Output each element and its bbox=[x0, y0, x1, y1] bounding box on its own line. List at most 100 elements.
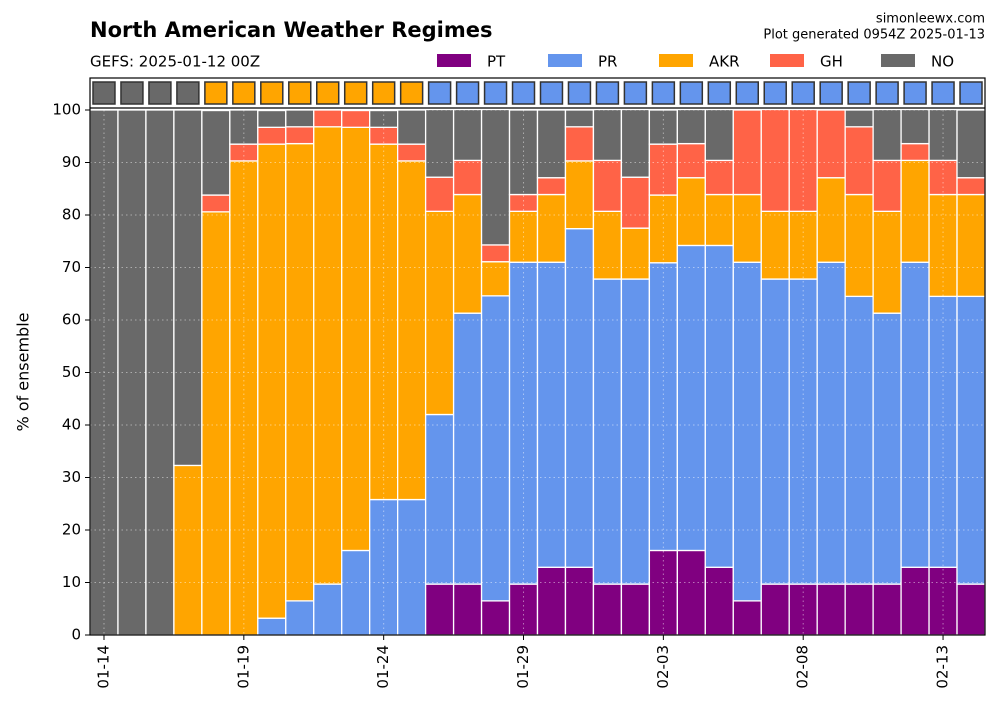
bar-segment bbox=[620, 583, 651, 636]
regime-square bbox=[427, 81, 452, 105]
legend-swatch bbox=[881, 54, 915, 67]
bar-segment bbox=[704, 108, 734, 162]
regime-square bbox=[735, 81, 759, 105]
regime-square bbox=[260, 81, 284, 105]
bar-segment bbox=[620, 278, 651, 585]
bar-segment bbox=[676, 142, 706, 179]
bar-segment bbox=[564, 227, 595, 568]
y-tick-label: 20 bbox=[62, 521, 81, 539]
bar-segment bbox=[452, 312, 483, 585]
bar-segment bbox=[844, 295, 874, 585]
bar-segment bbox=[341, 126, 371, 552]
y-tick-label: 50 bbox=[62, 363, 81, 381]
regime-square bbox=[288, 81, 312, 105]
bar-segment bbox=[676, 549, 706, 636]
x-tick-label: 01-19 bbox=[234, 645, 252, 689]
bar-segment bbox=[257, 109, 287, 128]
bar-segment bbox=[480, 295, 511, 602]
bar-segment bbox=[508, 210, 539, 263]
bar-segment bbox=[508, 261, 539, 585]
bar-segment bbox=[760, 210, 790, 280]
legend-label: AKR bbox=[709, 53, 740, 71]
bar-segment bbox=[480, 108, 511, 246]
regime-square bbox=[875, 81, 899, 105]
bar-segment bbox=[424, 413, 455, 585]
bar-segment bbox=[872, 108, 902, 162]
bar-segment bbox=[173, 464, 203, 636]
bar-segment bbox=[788, 108, 818, 212]
bar-segment bbox=[564, 160, 595, 230]
bar-segment bbox=[760, 278, 790, 585]
bar-segment bbox=[397, 160, 427, 501]
bar-segment bbox=[592, 159, 623, 212]
bar-segment bbox=[508, 193, 539, 212]
bar-segment bbox=[508, 109, 539, 196]
bar-segment bbox=[816, 177, 846, 263]
bar-segment bbox=[564, 566, 595, 636]
bar-segment bbox=[788, 210, 818, 280]
bar-segment bbox=[900, 261, 930, 568]
regime-square bbox=[316, 81, 340, 105]
regime-square bbox=[567, 81, 592, 105]
bar-segment bbox=[816, 109, 846, 179]
legend-swatch bbox=[659, 54, 693, 67]
bar-segment bbox=[592, 583, 623, 636]
bar-segment bbox=[704, 566, 734, 636]
bar-segment bbox=[424, 583, 455, 636]
regime-square bbox=[931, 81, 955, 105]
bar-segment bbox=[872, 210, 902, 314]
bar-segment bbox=[900, 142, 930, 162]
y-tick-label: 90 bbox=[62, 153, 81, 171]
y-tick-label: 30 bbox=[62, 468, 81, 486]
bar-segment bbox=[900, 108, 930, 145]
bar-segment bbox=[201, 109, 231, 196]
bar-segment bbox=[452, 583, 483, 636]
y-tick-label: 70 bbox=[62, 258, 81, 276]
y-tick-label: 40 bbox=[62, 416, 81, 434]
bar-segment bbox=[592, 108, 623, 162]
bar-segment bbox=[928, 159, 958, 196]
bar-segment bbox=[928, 108, 958, 162]
legend-label: NO bbox=[931, 53, 954, 71]
bar-segment bbox=[732, 193, 762, 263]
bar-segment bbox=[956, 583, 986, 636]
plot-frame bbox=[89, 77, 986, 636]
bar-segment bbox=[424, 210, 455, 416]
regime-square bbox=[176, 81, 200, 105]
x-tick-label: 01-14 bbox=[94, 645, 112, 689]
regime-square bbox=[232, 81, 256, 105]
bar-segment bbox=[313, 583, 343, 636]
bar-segment bbox=[564, 109, 595, 128]
bar-segment bbox=[452, 193, 483, 314]
bar-segment bbox=[732, 600, 762, 636]
regime-square bbox=[148, 81, 172, 105]
bar-segment bbox=[257, 617, 287, 636]
bar-segment bbox=[201, 211, 231, 636]
bar-segment bbox=[397, 143, 427, 162]
legend-swatch bbox=[548, 54, 582, 67]
bar-segment bbox=[480, 244, 511, 263]
bar-segment bbox=[257, 126, 287, 145]
bar-segment bbox=[480, 600, 511, 636]
bar-segment bbox=[536, 261, 567, 568]
regime-square bbox=[343, 81, 368, 105]
bar-segment bbox=[285, 109, 315, 128]
bar-segment bbox=[872, 159, 902, 212]
chart-subtitle: GEFS: 2025-01-12 00Z bbox=[90, 53, 260, 71]
regime-square bbox=[707, 81, 732, 105]
bar-segment bbox=[480, 261, 511, 297]
bar-segment bbox=[397, 498, 427, 636]
regime-square bbox=[455, 81, 480, 105]
y-tick-label: 80 bbox=[62, 206, 81, 224]
bar-segment bbox=[173, 109, 203, 467]
bar-segment bbox=[900, 566, 930, 636]
bar-segment bbox=[956, 177, 986, 196]
bar-segment bbox=[564, 126, 595, 162]
bar-segment bbox=[536, 109, 567, 179]
bar-segment bbox=[816, 261, 846, 585]
bar-segment bbox=[620, 227, 651, 280]
bar-segment bbox=[285, 126, 315, 145]
generated-note: Plot generated 0954Z 2025-01-13 bbox=[763, 28, 985, 43]
regime-square bbox=[651, 81, 676, 105]
